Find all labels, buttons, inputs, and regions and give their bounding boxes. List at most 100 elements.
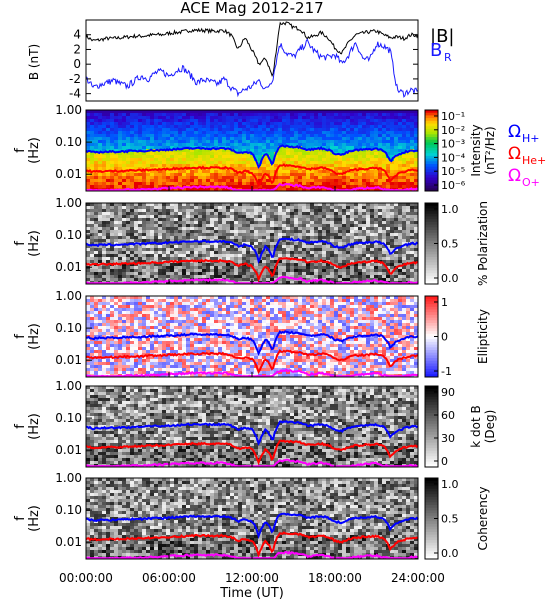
spectrogram-cell [338,239,343,243]
spectrogram-cell [258,221,263,225]
spectrogram-cell [130,179,135,183]
spectrogram-cell [278,233,283,237]
spectrogram-cell [202,116,207,120]
spectrogram-cell [302,221,307,225]
spectrogram-cell [102,140,107,144]
spectrogram-cell [126,224,131,228]
spectrogram-cell [362,254,367,258]
spectrogram-cell [114,326,119,330]
spectrogram-cell [178,128,183,132]
spectrogram-cell [262,275,267,279]
spectrogram-cell [194,140,199,144]
spectrogram-cell [202,281,207,285]
spectrogram-cell [206,269,211,273]
spectrogram-cell [110,119,115,123]
spectrogram-cell [318,281,323,285]
spectrogram-cell [318,122,323,126]
spectrogram-cell [398,110,403,114]
spectrogram-cell [394,161,399,165]
spectrogram-cell [190,122,195,126]
spectrogram-cell [306,170,311,174]
spectrogram-cell [386,236,391,240]
spectrogram-cell [90,119,95,123]
spectrogram-cell [242,239,247,243]
spectrogram-cell [90,260,95,264]
spectrogram-cell [126,251,131,255]
spectrogram-cell [90,344,95,348]
spectrogram-cell [270,113,275,117]
spectrogram-cell [94,296,99,300]
spectrogram-cell [282,158,287,162]
spectrogram-cell [130,248,135,252]
spectrogram-cell [338,134,343,138]
spectrogram-cell [394,131,399,135]
spectrogram-cell [182,134,187,138]
colorbar-segment [425,115,438,119]
spectrogram-cell [182,248,187,252]
spectrogram-cell [162,233,167,237]
spectrogram-cell [310,170,315,174]
spectrogram-cell [102,224,107,228]
spectrogram-cell [322,158,327,162]
spectrogram-cell [286,212,291,216]
spectrogram-cell [314,269,319,273]
spectrogram-cell [270,260,275,264]
spectrogram-cell [282,218,287,222]
spectrogram-cell [86,317,91,321]
spectrogram-cell [226,122,231,126]
spectrogram-cell [130,332,135,336]
spectrogram-cell [86,299,91,303]
spectrogram-cell [246,230,251,234]
spectrogram-cell [310,263,315,267]
spectrogram-cell [290,248,295,252]
spectrogram-cell [114,311,119,315]
spectrogram-cell [202,134,207,138]
spectrogram-cell [374,281,379,285]
spectrogram-cell [210,215,215,219]
spectrogram-cell [166,128,171,132]
spectrogram-cell [266,170,271,174]
spectrogram-cell [394,125,399,129]
spectrogram-cell [250,119,255,123]
spectrogram-cell [130,350,135,354]
spectrogram-cell [138,260,143,264]
spectrogram-cell [158,278,163,282]
spectrogram-cell [110,176,115,180]
spectrogram-cell [134,113,139,117]
spectrogram-cell [382,134,387,138]
spectrogram-cell [274,116,279,120]
spectrogram-cell [358,221,363,225]
spectrogram-cell [278,152,283,156]
spectrogram-cell [346,185,351,189]
spectrogram-cell [402,167,407,171]
spectrogram-cell [206,116,211,120]
spectrogram-cell [354,209,359,213]
spectrogram-cell [178,152,183,156]
spectrogram-cell [266,167,271,171]
spectrogram-cell [154,164,159,168]
spectrogram-cell [206,224,211,228]
spectrogram-cell [182,269,187,273]
spectrogram-cell [330,224,335,228]
spectrogram-cell [310,179,315,183]
spectrogram-cell [314,266,319,270]
spectrogram-cell [406,275,411,279]
spectrogram-cell [402,209,407,213]
spectrogram-cell [130,209,135,213]
spectrogram-cell [410,278,415,282]
spectrogram-cell [94,368,99,372]
spectrogram-cell [150,344,155,348]
spectrogram-cell [378,281,383,285]
spectrogram-cell [150,263,155,267]
spectrogram-cell [90,335,95,339]
spectrogram-cell [114,137,119,141]
spectrogram-cell [414,173,419,177]
spectrogram-cell [134,131,139,135]
spectrogram-cell [182,128,187,132]
spectrogram-cell [90,341,95,345]
spectrogram-cell [298,260,303,264]
spectrogram-cell [374,272,379,276]
spectrogram-cell [150,236,155,240]
spectrogram-cell [86,161,91,165]
spectrogram-cell [354,140,359,144]
